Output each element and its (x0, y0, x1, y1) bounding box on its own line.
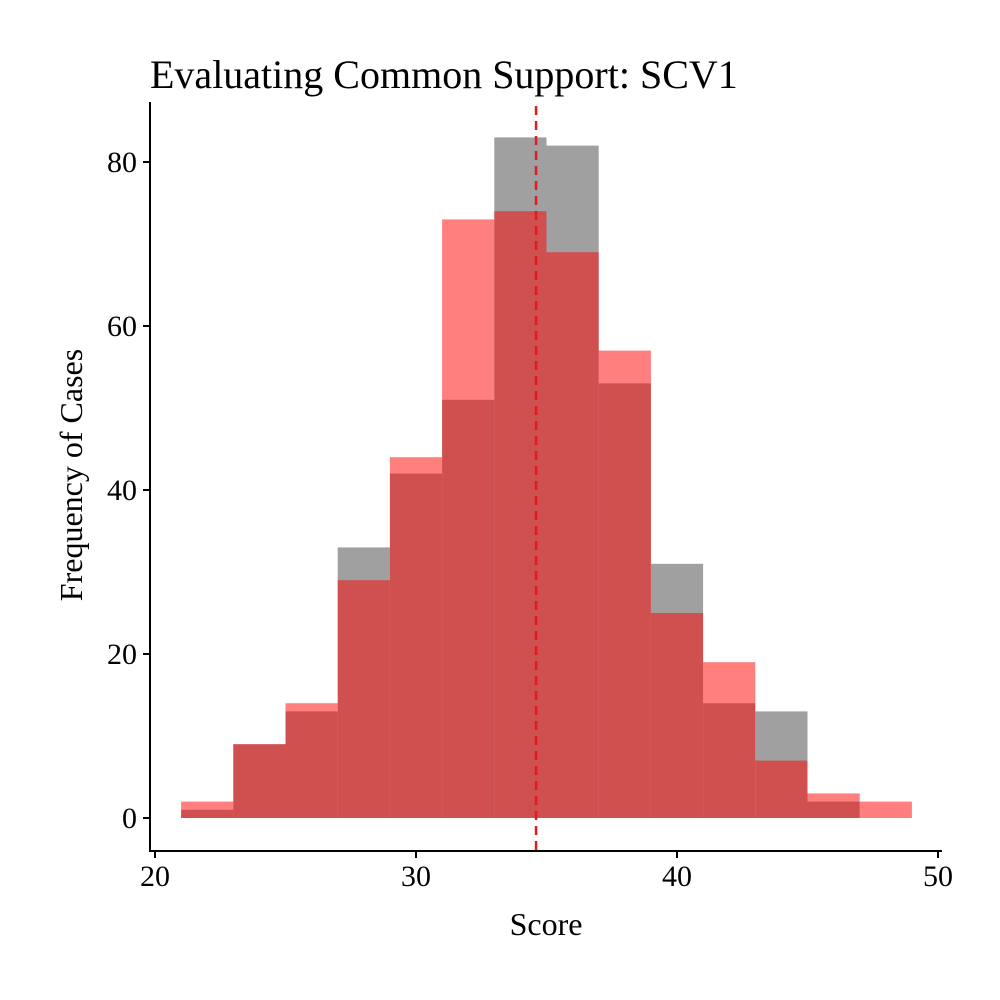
bar-group-red-2 (285, 703, 338, 818)
x-tick-label-20: 20 (140, 860, 170, 893)
bar-group-red-7 (546, 252, 599, 818)
bar-group-red-10 (703, 662, 756, 818)
bar-group-red-6 (494, 211, 547, 818)
y-tick-label-20: 20 (107, 638, 137, 671)
bar-group-red-11 (755, 760, 808, 818)
y-tick-label-60: 60 (107, 310, 137, 343)
bar-group-red-3 (337, 580, 390, 818)
y-tick-label-80: 80 (107, 146, 137, 179)
bar-group-red-9 (650, 613, 704, 818)
x-tick-label-50: 50 (923, 860, 953, 893)
y-tick-label-40: 40 (107, 474, 137, 507)
bar-group-red-13 (859, 801, 912, 818)
x-tick-label-30: 30 (401, 860, 431, 893)
bar-group-red-1 (233, 744, 286, 818)
series-group-red (181, 211, 912, 818)
bar-group-red-4 (389, 457, 443, 818)
x-axis-title: Score (510, 906, 583, 942)
bar-group-red-5 (442, 219, 495, 818)
chart-title: Evaluating Common Support: SCV1 (150, 52, 738, 97)
bars-layer (181, 137, 912, 819)
x-tick-label-40: 40 (662, 860, 692, 893)
bar-group-red-12 (807, 793, 860, 818)
y-axis-title: Frequency of Cases (53, 349, 89, 601)
y-tick-label-0: 0 (122, 802, 137, 835)
bar-group-red-8 (598, 350, 651, 818)
bar-group-red-0 (181, 801, 234, 818)
